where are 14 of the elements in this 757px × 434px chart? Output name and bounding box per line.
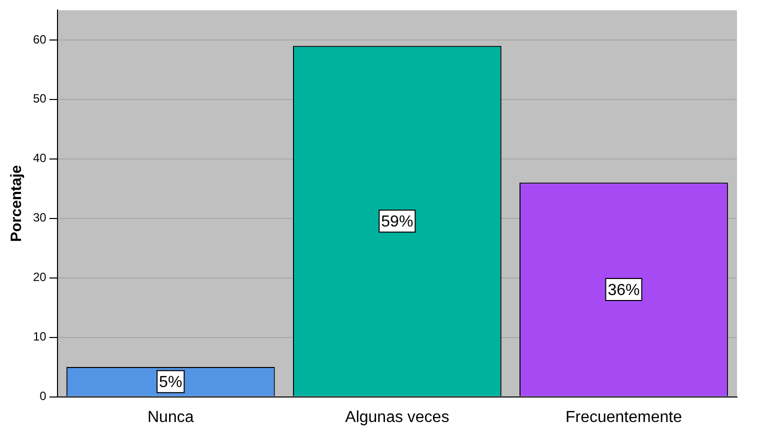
data-label: 5% [159,374,182,392]
x-tick-label: Algunas veces [345,408,450,426]
y-tick-label: 20 [32,270,47,284]
y-axis-title: Porcentaje [8,165,26,242]
y-tick-label: 0 [40,389,47,404]
x-tick-label: Frecuentemente [565,408,682,426]
x-tick-label: Nunca [148,408,194,426]
data-label: 36% [608,282,640,299]
y-tick-label: 40 [32,151,47,166]
y-tick-label: 50 [32,92,47,106]
y-tick-label: 60 [32,32,47,46]
y-tick-label: 30 [32,210,47,225]
data-label: 59% [381,214,414,230]
y-tick-label: 10 [32,330,47,344]
